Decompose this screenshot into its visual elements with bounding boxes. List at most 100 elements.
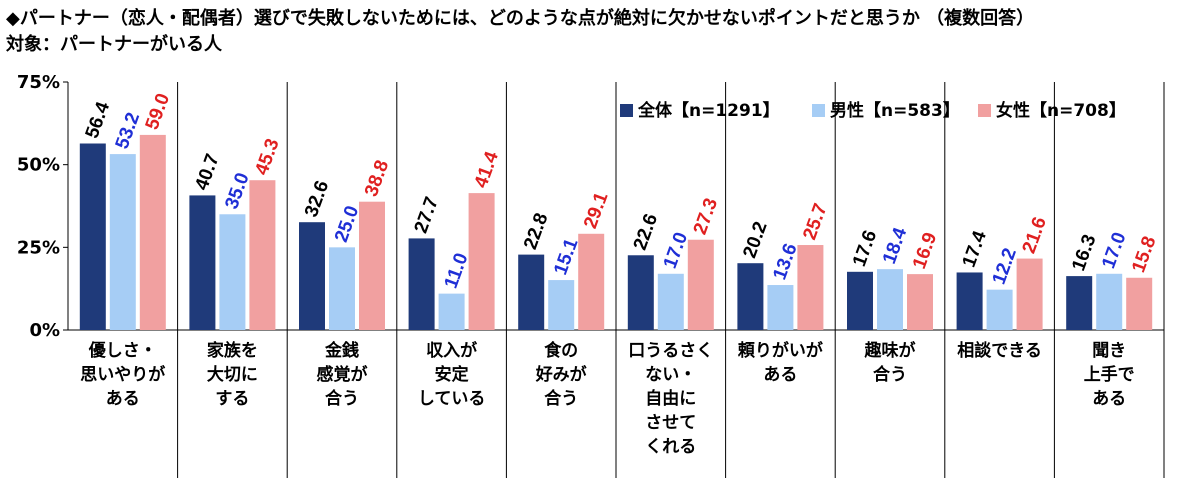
bar [956,272,983,330]
data-label: 59.0 [142,91,174,133]
category-label: 収入が [426,340,477,361]
data-label: 45.3 [251,136,283,178]
y-tick-label: 25% [17,237,60,258]
category-label: 合う [325,388,359,409]
bar [518,254,545,330]
data-label: 22.8 [520,210,552,252]
data-label: 16.9 [909,230,941,272]
chart-title: ◆パートナー（恋人・配偶者）選びで失敗しないためには、どのような点が絶対に欠かせ… [6,8,1035,29]
bar [408,238,435,330]
bar [627,255,654,330]
bar [329,247,355,330]
bar [468,193,495,330]
data-label: 17.0 [1098,230,1130,272]
bar [687,239,714,330]
category-label: 合う [544,388,578,409]
bar [578,233,605,330]
category-label: 聞き [1092,341,1126,361]
bar [79,143,106,330]
data-label: 41.4 [471,148,504,190]
bar [797,245,824,330]
data-label: 25.0 [331,203,363,245]
bar [986,289,1013,330]
category-label: 思いやりが [80,364,165,385]
bar [219,214,246,330]
category-label: する [215,389,249,409]
y-tick-label: 0% [29,320,60,341]
data-label: 22.6 [630,211,662,253]
category-label: 安定 [435,364,469,385]
category-label: 趣味が [864,340,916,361]
category-label: 金銭 [324,340,359,361]
bar [657,273,684,330]
data-label: 27.3 [690,196,722,238]
category-label: 家族を [207,340,258,361]
bar [359,201,385,330]
category-label: 自由に [645,388,696,409]
data-label: 12.2 [989,245,1021,287]
bar [548,280,575,330]
legend-label: 全体【n=1291】 [637,100,780,121]
category-label: 感覚が [317,364,368,385]
bar [299,222,325,330]
data-label: 27.7 [411,194,443,236]
data-label: 38.8 [361,157,393,199]
bar [877,269,903,330]
data-label: 17.4 [959,228,992,270]
data-label: 11.0 [441,250,473,291]
category-label: 上手で [1084,364,1135,385]
bar [737,263,764,330]
category-label: している [418,389,486,409]
category-label: 合う [873,364,907,385]
category-label: ある [106,389,140,409]
data-label: 56.4 [82,99,115,141]
category-label: くれる [645,437,696,457]
data-label: 16.3 [1068,232,1100,274]
data-label: 29.1 [580,189,613,231]
data-label: 13.6 [769,241,801,283]
bar [109,154,136,330]
data-label: 53.2 [112,110,144,152]
data-label: 17.0 [660,230,692,272]
category-label: 頼りがいが [738,340,823,361]
legend-swatch [620,104,633,117]
bar [1016,258,1043,330]
y-tick-label: 75% [17,72,60,93]
category-label: 大切に [207,364,258,385]
data-label: 15.8 [1128,234,1160,276]
bar [438,293,465,330]
category-label: ある [763,365,797,385]
bar [249,180,276,330]
category-label: ある [1092,389,1126,409]
bar [907,274,933,330]
category-label: させて [645,413,696,433]
bar [1096,273,1123,330]
data-label: 32.6 [301,178,333,220]
category-label: 相談できる [957,340,1042,361]
data-label: 15.1 [550,235,583,277]
bar [1066,276,1093,330]
category-label: 好みが [535,364,587,385]
data-label: 17.6 [849,228,881,270]
data-label: 21.6 [1019,214,1051,256]
data-label: 25.7 [799,201,831,243]
legend-label: 男性【n=583】 [830,100,960,121]
chart-subtitle: 対象：パートナーがいる人 [6,34,222,55]
bar [847,271,873,330]
category-label: ない・ [645,365,696,385]
category-label: 食の [544,340,578,361]
data-label: 20.2 [739,219,771,261]
legend-label: 女性【n=708】 [996,100,1126,121]
bar [767,285,794,330]
legend-swatch [812,104,825,117]
data-label: 40.7 [191,151,223,193]
category-label: 優しさ・ [88,340,157,361]
bar [139,134,166,330]
data-label: 35.0 [221,170,253,212]
data-label: 18.4 [879,225,912,267]
bar [1126,277,1153,330]
legend-swatch [978,104,991,117]
category-label: 口うるさく [628,341,713,361]
